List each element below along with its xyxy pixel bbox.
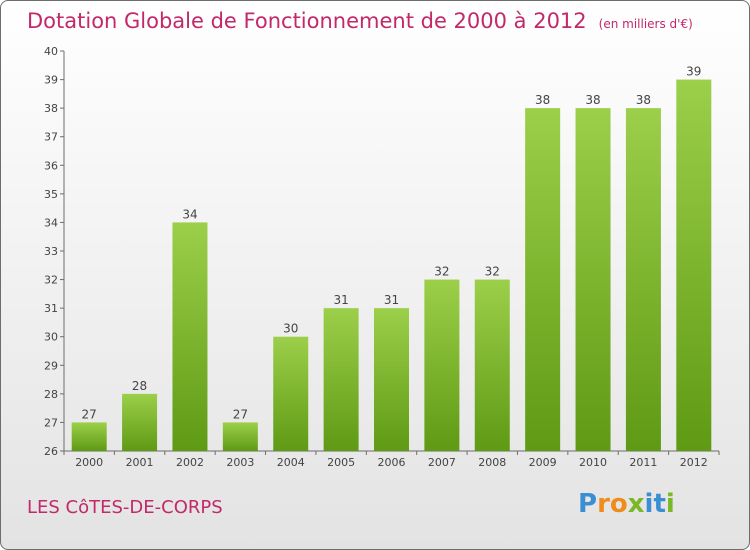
bar [575, 108, 611, 452]
data-label: 38 [636, 93, 651, 107]
data-label: 34 [182, 207, 197, 221]
data-label: 27 [233, 407, 248, 421]
bar [374, 308, 409, 451]
y-tick-label: 33 [44, 245, 58, 258]
y-tick-label: 40 [44, 45, 58, 58]
chart-subtitle: (en milliers d'€) [598, 17, 693, 31]
x-tick-label: 2009 [529, 456, 557, 469]
x-tick-label: 2000 [75, 456, 103, 469]
x-tick-label: 2010 [579, 456, 607, 469]
y-tick-label: 27 [44, 416, 58, 429]
data-label: 31 [333, 293, 348, 307]
y-tick-label: 26 [44, 445, 58, 458]
y-tick-label: 28 [44, 388, 58, 401]
y-tick-label: 38 [44, 102, 58, 115]
data-label: 38 [585, 93, 600, 107]
logo-letter: x [627, 489, 645, 519]
bar [474, 279, 510, 451]
logo-letter: i [644, 489, 654, 519]
data-label: 32 [485, 265, 500, 279]
bar [122, 393, 158, 451]
bar [273, 336, 309, 451]
logo-letter: o [609, 489, 628, 519]
commune-name: LES CôTES-DE-CORPS [27, 497, 223, 518]
data-label: 39 [686, 65, 701, 79]
bar [424, 279, 460, 451]
data-label: 38 [535, 93, 550, 107]
y-tick-label: 35 [44, 188, 58, 201]
y-tick-label: 39 [44, 74, 58, 87]
y-tick-label: 34 [44, 216, 58, 229]
proxiti-logo: Proxiti [578, 489, 675, 519]
logo-letter: r [597, 489, 610, 519]
y-tick-label: 29 [44, 359, 58, 372]
y-tick-label: 36 [44, 159, 58, 172]
x-tick-label: 2007 [428, 456, 456, 469]
x-tick-label: 2008 [478, 456, 506, 469]
bar [323, 308, 359, 451]
logo-letter: i [665, 489, 675, 519]
x-tick-label: 2001 [126, 456, 154, 469]
data-label: 31 [384, 293, 399, 307]
y-tick-label: 30 [44, 331, 58, 344]
x-tick-label: 2005 [327, 456, 355, 469]
x-tick-label: 2003 [226, 456, 254, 469]
y-tick-label: 37 [44, 131, 58, 144]
bar [625, 108, 661, 452]
logo-letter: t [653, 489, 666, 519]
data-label: 27 [82, 407, 97, 421]
x-tick-label: 2012 [680, 456, 708, 469]
bar [222, 422, 258, 451]
chart-title: Dotation Globale de Fonctionnement de 20… [27, 9, 693, 33]
data-label: 30 [283, 322, 298, 336]
data-label: 28 [132, 379, 147, 393]
bar [676, 79, 712, 452]
data-label: 32 [434, 265, 449, 279]
y-tick-label: 31 [44, 302, 58, 315]
x-tick-label: 2004 [277, 456, 305, 469]
logo-letter: P [578, 489, 598, 519]
x-tick-label: 2002 [176, 456, 204, 469]
chart-title-text: Dotation Globale de Fonctionnement de 20… [27, 9, 587, 33]
bar [71, 422, 107, 451]
bar [172, 222, 208, 451]
x-tick-label: 2011 [629, 456, 657, 469]
bar [525, 108, 561, 452]
x-tick-label: 2006 [378, 456, 406, 469]
y-tick-label: 32 [44, 274, 58, 287]
